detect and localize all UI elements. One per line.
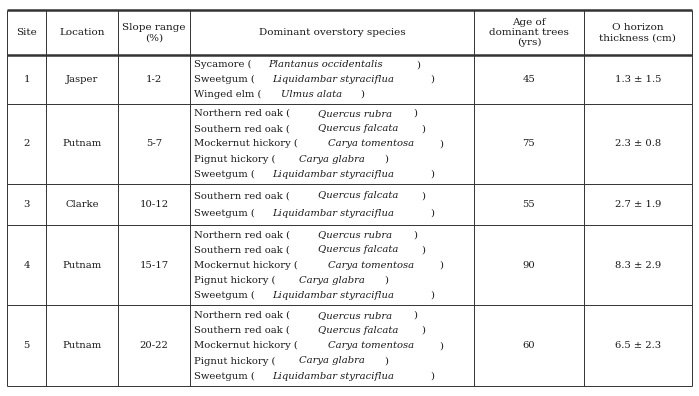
Text: Southern red oak (: Southern red oak ( (194, 191, 290, 200)
Text: Quercus rubra: Quercus rubra (318, 311, 392, 320)
Text: ): ) (430, 291, 434, 300)
Text: Mockernut hickory (: Mockernut hickory ( (194, 139, 298, 148)
Text: Pignut hickory (: Pignut hickory ( (194, 154, 275, 164)
Text: Northern red oak (: Northern red oak ( (194, 109, 290, 118)
Text: Age of
dominant trees
(yrs): Age of dominant trees (yrs) (489, 17, 569, 48)
Text: Plantanus occidentalis: Plantanus occidentalis (268, 60, 383, 69)
Text: 15-17: 15-17 (139, 261, 168, 270)
Text: Winged elm (: Winged elm ( (194, 89, 261, 99)
Text: Site: Site (16, 28, 37, 37)
Text: ): ) (384, 276, 388, 285)
Text: ): ) (384, 356, 388, 366)
Text: Liquidambar styraciflua: Liquidambar styraciflua (273, 170, 394, 179)
Text: ): ) (414, 109, 417, 118)
Text: ): ) (384, 155, 388, 164)
Text: 5-7: 5-7 (146, 139, 162, 148)
Text: Sweetgum (: Sweetgum ( (194, 209, 255, 218)
Text: Putnam: Putnam (62, 139, 101, 148)
Text: Northern red oak (: Northern red oak ( (194, 311, 290, 320)
Text: Carya tomentosa: Carya tomentosa (328, 139, 414, 148)
Text: ): ) (430, 372, 434, 381)
Text: Sweetgum (: Sweetgum ( (194, 371, 255, 381)
Text: O horizon
thickness (cm): O horizon thickness (cm) (600, 23, 677, 42)
Text: ): ) (360, 89, 364, 99)
Text: Sweetgum (: Sweetgum ( (194, 291, 255, 300)
Text: Quercus falcata: Quercus falcata (317, 191, 398, 200)
Text: Liquidambar styraciflua: Liquidambar styraciflua (273, 291, 394, 300)
Text: ): ) (430, 170, 434, 179)
Text: Carya tomentosa: Carya tomentosa (328, 261, 414, 270)
Text: Slope range
(%): Slope range (%) (122, 23, 186, 42)
Text: Liquidambar styraciflua: Liquidambar styraciflua (273, 75, 394, 84)
Text: Putnam: Putnam (62, 261, 101, 270)
Text: Carya tomentosa: Carya tomentosa (328, 341, 414, 350)
Text: ): ) (414, 311, 417, 320)
Text: Mockernut hickory (: Mockernut hickory ( (194, 261, 298, 270)
Text: ): ) (430, 209, 434, 218)
Text: Pignut hickory (: Pignut hickory ( (194, 276, 275, 285)
Text: Ulmus alata: Ulmus alata (281, 89, 342, 99)
Text: Putnam: Putnam (62, 341, 101, 350)
Text: 4: 4 (23, 261, 30, 270)
Text: 2.7 ± 1.9: 2.7 ± 1.9 (614, 200, 661, 209)
Text: 1-2: 1-2 (146, 75, 162, 84)
Text: ): ) (421, 326, 426, 335)
Text: Clarke: Clarke (65, 200, 99, 209)
Text: 75: 75 (523, 139, 535, 148)
Text: ): ) (416, 60, 420, 69)
Text: 8.3 ± 2.9: 8.3 ± 2.9 (614, 261, 661, 270)
Text: 2: 2 (23, 139, 29, 148)
Text: Southern red oak (: Southern red oak ( (194, 326, 290, 335)
Text: ): ) (421, 124, 426, 133)
Text: Location: Location (59, 28, 105, 37)
Text: Sycamore (: Sycamore ( (194, 60, 252, 69)
Text: 3: 3 (23, 200, 29, 209)
Text: Carya glabra: Carya glabra (299, 356, 365, 366)
Text: Quercus falcata: Quercus falcata (317, 326, 398, 335)
Text: Sweetgum (: Sweetgum ( (194, 170, 255, 179)
Text: Southern red oak (: Southern red oak ( (194, 124, 290, 133)
Text: Liquidambar styraciflua: Liquidambar styraciflua (273, 209, 394, 218)
Text: Carya glabra: Carya glabra (299, 155, 365, 164)
Text: ): ) (421, 245, 426, 254)
Text: 20-22: 20-22 (140, 341, 168, 350)
Text: ): ) (439, 139, 443, 148)
Text: 10-12: 10-12 (139, 200, 168, 209)
Text: 55: 55 (523, 200, 535, 209)
Text: 6.5 ± 2.3: 6.5 ± 2.3 (615, 341, 661, 350)
Text: Liquidambar styraciflua: Liquidambar styraciflua (273, 372, 394, 381)
Text: ): ) (430, 75, 434, 84)
Text: Sweetgum (: Sweetgum ( (194, 75, 255, 84)
Text: 2.3 ± 0.8: 2.3 ± 0.8 (614, 139, 661, 148)
Text: 1.3 ± 1.5: 1.3 ± 1.5 (614, 75, 661, 84)
Text: Quercus falcata: Quercus falcata (317, 245, 398, 254)
Text: Mockernut hickory (: Mockernut hickory ( (194, 341, 298, 350)
Text: 45: 45 (523, 75, 535, 84)
Text: ): ) (421, 191, 426, 200)
Text: ): ) (414, 230, 417, 239)
Text: Pignut hickory (: Pignut hickory ( (194, 356, 275, 366)
Text: ): ) (439, 341, 443, 350)
Text: Southern red oak (: Southern red oak ( (194, 245, 290, 254)
Text: Dominant overstory species: Dominant overstory species (259, 28, 405, 37)
Text: 90: 90 (523, 261, 535, 270)
Text: 5: 5 (23, 341, 29, 350)
Text: Quercus rubra: Quercus rubra (318, 109, 392, 118)
Text: Carya glabra: Carya glabra (299, 276, 365, 285)
Text: Jasper: Jasper (66, 75, 98, 84)
Text: Northern red oak (: Northern red oak ( (194, 230, 290, 239)
Text: 60: 60 (523, 341, 535, 350)
Text: ): ) (439, 261, 443, 270)
Text: Quercus rubra: Quercus rubra (318, 230, 392, 239)
Text: Quercus falcata: Quercus falcata (317, 124, 398, 133)
Text: 1: 1 (23, 75, 30, 84)
